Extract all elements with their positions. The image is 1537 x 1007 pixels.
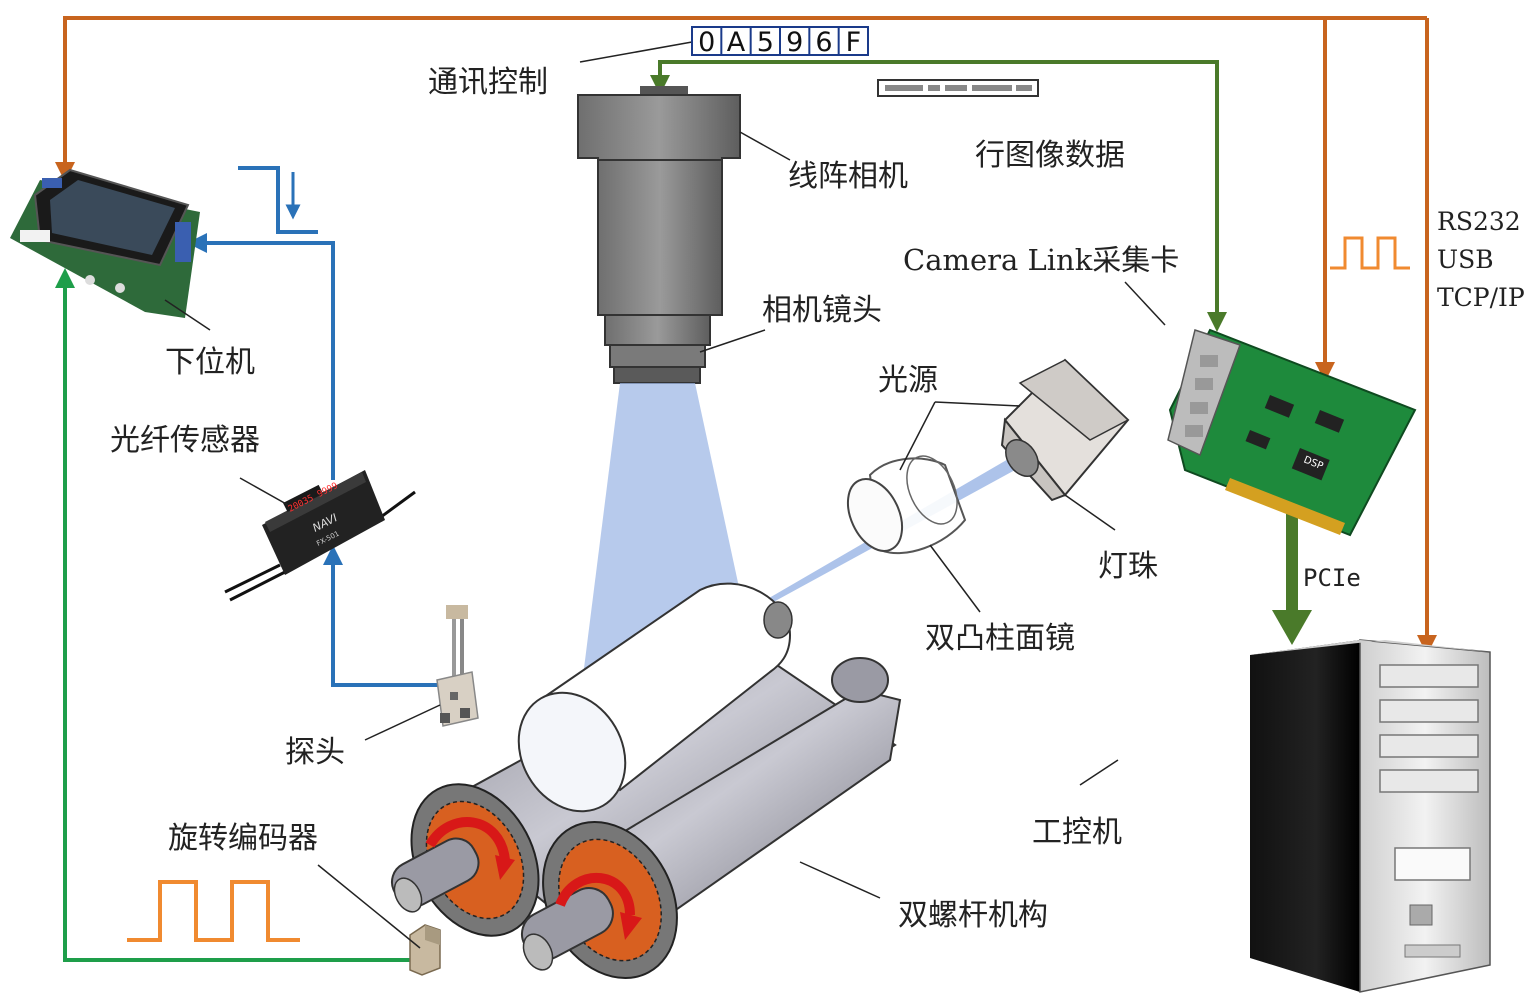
- label-ipc: 工控机: [1032, 815, 1122, 850]
- label-capture-card: Camera Link采集卡: [903, 243, 1179, 277]
- industrial-pc: [1250, 639, 1491, 993]
- label-lower-computer: 下位机: [165, 345, 255, 380]
- pcie-arrowhead: [1272, 610, 1312, 645]
- connection-lines: [55, 16, 1437, 962]
- label-light-source: 光源: [878, 363, 938, 398]
- camera-lens: [604, 314, 711, 384]
- blue-link-probe-sensor: [323, 545, 440, 687]
- label-line-camera: 线阵相机: [788, 159, 908, 194]
- text-labels: 通讯控制 线阵相机 行图像数据 Camera Link采集卡 相机镜头 光源 灯…: [110, 65, 1525, 933]
- label-rotary-encoder: 旋转编码器: [168, 821, 318, 856]
- pulse-wave-encoder: [127, 880, 300, 942]
- capture-card: DSP: [1167, 328, 1417, 537]
- probe: [436, 605, 479, 727]
- label-twin-screw: 双螺杆机构: [898, 898, 1048, 933]
- pulse-wave-serial: [1330, 236, 1410, 270]
- falling-edge-symbol: [238, 166, 318, 234]
- blue-link-sensor-lower: [187, 233, 335, 480]
- hex-cell-char: A: [727, 27, 746, 58]
- orange-link-lower-computer: [55, 16, 1427, 182]
- line-image-strip: [877, 79, 1039, 97]
- light-source: [1000, 358, 1130, 502]
- label-comm-control: 通讯控制: [428, 65, 548, 100]
- hex-cell-char: 5: [757, 27, 774, 58]
- label-biconvex-lens: 双凸柱面镜: [925, 621, 1075, 656]
- biconvex-lens: [846, 455, 967, 555]
- green-link-encoder-lower: [55, 268, 415, 962]
- olive-link-camera-card: [650, 60, 1227, 332]
- label-lamp-bead: 灯珠: [1098, 549, 1158, 584]
- camera-view-beam: [580, 383, 740, 700]
- label-camera-lens: 相机镜头: [762, 293, 882, 328]
- leader-lines: [164, 41, 1166, 949]
- label-fiber-sensor: 光纤传感器: [110, 423, 260, 458]
- rotary-encoder: [409, 924, 441, 976]
- label-protocol-usb: USB: [1437, 245, 1494, 274]
- hex-cell-char: 0: [698, 27, 715, 58]
- hex-cell-char: 6: [815, 27, 832, 58]
- fiber-optic-sensor: 20035 9999 NAVI FX-501: [224, 470, 416, 602]
- twin-screw-mechanism: [390, 582, 902, 980]
- label-protocol-tcpip: TCP/IP: [1437, 283, 1525, 312]
- line-scan-camera: [577, 86, 741, 316]
- hex-cell-char: 9: [786, 27, 803, 58]
- label-probe: 探头: [285, 735, 345, 770]
- label-line-image-data: 行图像数据: [975, 138, 1125, 173]
- label-pcie: PCIe: [1303, 564, 1361, 592]
- lower-computer-board: [10, 168, 200, 318]
- hex-cell-char: F: [846, 27, 862, 58]
- label-protocol-rs232: RS232: [1437, 207, 1521, 236]
